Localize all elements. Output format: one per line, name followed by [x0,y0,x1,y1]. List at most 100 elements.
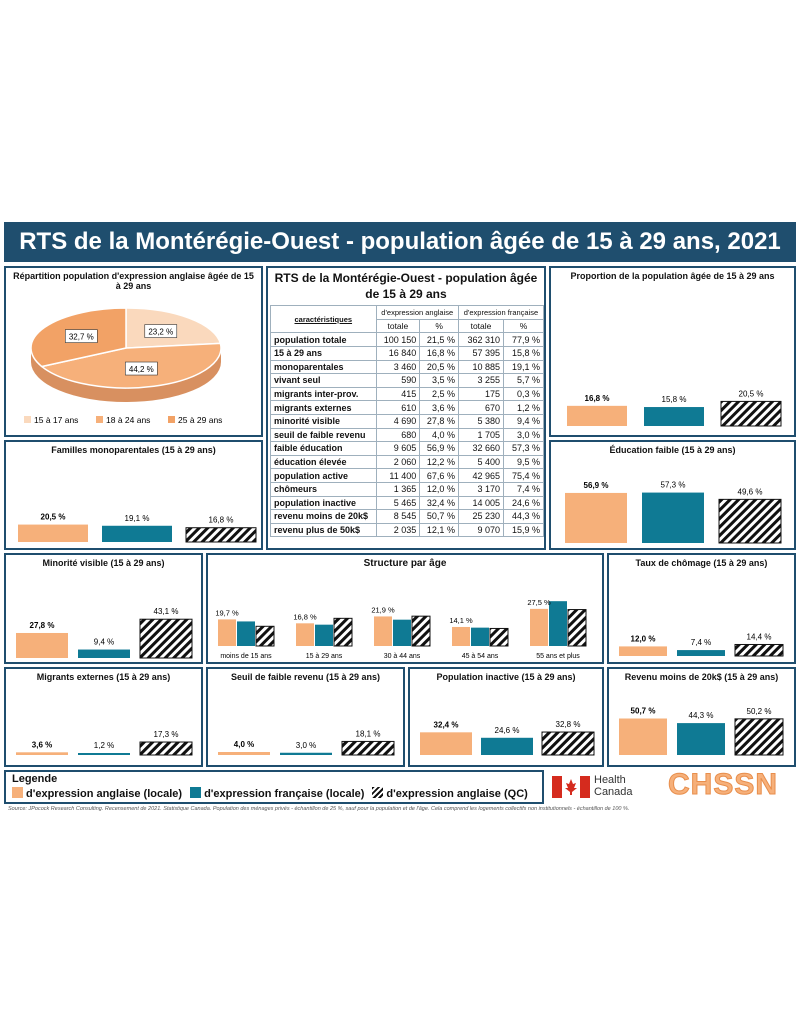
health-canada-logo: Health Canada [552,772,662,802]
table-row-label: chômeurs [270,481,377,497]
minorite-chart: 27,8 % 9,4 % 43,1 % [16,607,193,659]
data-label: 19,1 % [125,514,150,523]
bar-anglaise-qc [255,625,275,647]
pie-legend-label: 18 à 24 ans [106,415,150,425]
table-cell: 27,8 % [419,413,459,429]
data-label: 16,8 % [585,394,610,403]
bar-anglaise-qc [734,643,784,657]
table-cell: 5 400 [457,454,505,470]
bar-anglaise-locale [619,718,667,755]
familles-chart: 20,5 % 19,1 % 16,8 % [18,513,257,543]
table-row: éducation élevée 2 060 12,2 % 5 400 9,5 % [270,454,544,470]
bar-francaise-locale [481,737,533,755]
bar-francaise-locale [102,525,172,542]
legend-swatch [190,787,202,798]
chart-panel-education: Éducation faible (15 à 29 ans) 56,9 % 57,… [549,440,796,550]
table-sub-header: totale [375,318,421,334]
revenu-chart: 50,7 % 44,3 % 50,2 % [619,706,784,756]
data-label: 12,0 % [631,634,656,643]
table-cell: 3,6 % [419,400,459,415]
table-row: seuil de faible revenu 680 4,0 % 1 705 3,0 % [270,427,544,443]
table-cell: 32 660 [457,441,505,456]
bar-francaise-locale [393,619,411,646]
chart-panel-seuil: Seuil de faible revenu (15 à 29 ans) 4,0… [206,667,405,767]
table-cell: 12,0 % [419,481,459,497]
pie-label: 32,7 % [69,333,94,342]
data-label: 9,4 % [94,638,114,647]
data-label: 32,4 % [434,720,459,729]
bar-anglaise-qc [489,627,509,647]
data-label: 56,9 % [584,481,609,490]
chart-panel-structure: Structure par âge 19,7 % moins de 15 ans 1… [206,553,604,664]
table-row-label: population inactive [270,495,377,511]
bar-anglaise-locale [218,752,270,755]
legend-label: d'expression française (locale) [204,788,365,800]
bar-francaise-locale [78,753,130,755]
table-row: population active 11 400 67,6 % 42 965 75,4 … [270,468,544,483]
table-cell: 67,6 % [419,468,459,483]
data-label: 24,6 % [495,726,520,735]
table-group-header: d'expression française [457,305,544,320]
education-chart: 56,9 % 57,3 % 49,6 % [565,481,782,544]
table-cell: 5 380 [457,413,505,429]
legend-item-francaise-locale: d'expression française (locale) [190,787,364,800]
table-sub-header: % [503,318,544,334]
pie-chart: 23,2 % 44,2 % 32,7 % 15 à 17 ans 18 à 24 ans… [24,307,222,425]
table-cell: 362 310 [457,332,505,347]
data-label: 27,8 % [30,621,55,630]
bar-anglaise-locale [18,524,88,542]
chart-title: Seuil de faible revenu (15 à 29 ans) [230,672,381,682]
table-sub-header: totale [457,318,505,334]
table-row: migrants externes 610 3,6 % 670 1,2 % [270,400,544,415]
bar-anglaise-qc [718,498,782,544]
data-label: 16,8 % [293,612,317,621]
table-cell: 3 255 [457,373,505,388]
bar-anglaise-locale [530,608,548,646]
data-label: 3,6 % [32,740,52,749]
data-label: 19,7 % [215,608,239,617]
table-cell: 56,9 % [419,441,459,456]
table-cell: 15,9 % [503,522,544,538]
chart-panel-familles: Familles monoparentales (15 à 29 ans) 20… [4,440,263,550]
data-label: 7,4 % [691,638,711,647]
data-label: 15,8 % [662,395,687,404]
bar-anglaise-qc [720,400,782,427]
table-row: population totale 100 150 21,5 % 362 310 77,… [270,332,544,347]
bar-francaise-locale [471,627,489,646]
table-cell: 14 005 [457,495,505,511]
table-cell: 1,2 % [503,400,544,415]
seuil-chart: 4,0 % 3,0 % 18,1 % [218,729,395,756]
pie-legend-label: 15 à 17 ans [34,415,78,425]
legend-item-anglaise-qc: d'expression anglaise (QC) [372,787,528,800]
table-row: 15 à 29 ans 16 840 16,8 % 57 395 15,8 % [270,345,544,361]
table-cell: 15,8 % [503,345,544,361]
data-label: 43,1 % [154,607,179,616]
table-row: vivant seul 590 3,5 % 3 255 5,7 % [270,373,544,388]
data-label: 50,2 % [747,707,772,716]
chart-title: Migrants externes (15 à 29 ans) [36,672,171,682]
table-panel: RTS de la Montérégie-Ouest - population … [266,266,546,550]
chart-title: Population inactive (15 à 29 ans) [436,672,576,682]
bar-anglaise-qc [139,618,193,659]
bar-anglaise-qc [185,527,257,543]
pie-legend-swatch [24,416,31,423]
table-row-label: faible éducation [270,441,377,456]
table-row: revenu moins de 20k$ 8 545 50,7 % 25 230 44,… [270,509,544,524]
table-row-label: migrants externes [270,400,377,415]
legend-title: Legende [12,773,58,785]
data-label: 4,0 % [234,740,254,749]
table-row: monoparentales 3 460 20,5 % 10 885 19,1 % [270,359,544,375]
table-cell: 9 070 [457,522,505,538]
table-cell: 670 [457,400,505,415]
table-cell: 4 690 [375,413,421,429]
migrants-chart: 3,6 % 1,2 % 17,3 % [16,730,193,756]
table-cell: 2 060 [375,454,421,470]
chssn-logo: CHSSN [667,768,779,802]
data-label: 3,0 % [296,741,316,750]
table-cell: 5 465 [375,495,421,511]
pie-legend-swatch [96,416,103,423]
bar-francaise-locale [237,621,255,646]
table-row: population inactive 5 465 32,4 % 14 005 24,6… [270,495,544,511]
legend-swatch [372,787,384,798]
data-label: 20,5 % [41,513,66,522]
